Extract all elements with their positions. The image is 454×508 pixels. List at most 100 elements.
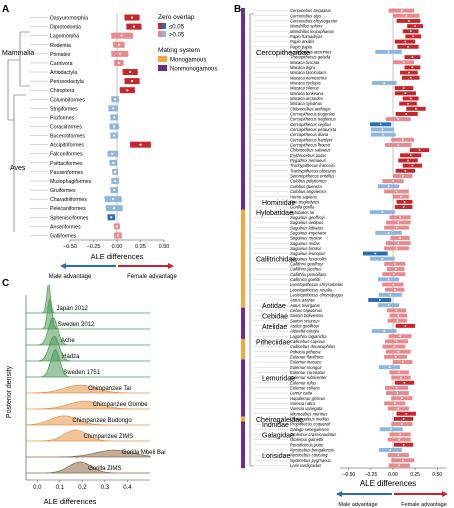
panel-a-mean-point: [111, 152, 114, 155]
panel-b-species-label: Chlorocebus aethiops: [290, 106, 331, 111]
panel-a-mean-point: [114, 170, 117, 173]
panel-b-mean-point: [395, 247, 398, 250]
density-curve-chimpanzee-zims: [26, 429, 150, 442]
panel-b-species-label: Papio hamadryas: [290, 34, 323, 39]
group-label-mammalia: Mammalia: [2, 50, 34, 57]
mating-system-bar-segment: [241, 405, 245, 412]
panel-b-mean-point: [398, 371, 401, 374]
mating-system-bar-segment: [241, 85, 245, 91]
mating-system-bar-segment: [241, 59, 245, 66]
panel-b-tick-label: 0.25: [410, 472, 420, 478]
panel-b-mean-point: [387, 51, 390, 53]
panel-b-species-label: Otolemur garnettii: [290, 437, 324, 442]
mating-system-bar-segment: [241, 421, 245, 427]
panel-b-mean-point: [395, 226, 398, 229]
mating-system-bar-segment: [241, 28, 245, 35]
panel-a-category-label: Falconiformes: [50, 152, 83, 158]
panel-b-species-label: Macaca nemestrina: [290, 75, 327, 80]
panel-b-species-label: Eulemur coronatus: [290, 370, 326, 375]
mating-system-bar-segment: [241, 230, 245, 236]
panel-b-mean-point: [402, 417, 405, 420]
panel-b-mean-point: [392, 345, 395, 348]
mating-system-bar-segment: [241, 75, 245, 81]
panel-b-mean-point: [397, 350, 400, 353]
mating-system-bar-segment: [241, 137, 245, 143]
panel-c-tick-label: 0.1: [56, 485, 65, 491]
family-label-indriidae: Indriidae: [262, 422, 289, 429]
family-label-callitrichidae: Callitrichidae: [256, 257, 296, 264]
panel-b-species-label: Cebus capucinus: [290, 308, 323, 313]
panel-a-mean-point: [114, 98, 117, 101]
mating-system-bar-segment: [241, 13, 245, 19]
panel-b-species-label: Homo sapiens: [290, 194, 318, 199]
mating-system-bar-segment: [241, 126, 245, 133]
panel-b-species-label: Callimico goeldii: [290, 277, 321, 282]
mating-system-bar-segment: [241, 173, 245, 179]
mating-system-bar-segment: [241, 209, 245, 215]
panel-b-mean-point: [400, 397, 403, 400]
female-arrow-a: [118, 263, 174, 269]
mating-system-bar-segment: [241, 312, 245, 319]
mating-system-bar-segment: [241, 245, 245, 252]
panel-a-category-label: Bucerotiformes: [50, 134, 85, 140]
mating-system-bar-segment: [241, 44, 245, 50]
panel-a-mean-point: [113, 207, 116, 210]
panel-b-species-label: Pithecia pithecia: [290, 349, 321, 354]
mating-system-bar-segment: [241, 457, 245, 464]
panel-a-mean-point: [114, 179, 117, 183]
mating-system-bar-segment: [241, 111, 245, 117]
panel-b-species-label: Papio papio: [290, 44, 313, 49]
mating-system-bar-segment: [241, 95, 245, 102]
panel-b-species-label: Varecia rubra: [290, 401, 316, 406]
panel-b-mean-point: [387, 231, 390, 234]
panel-b-species-label: Macaca silenus: [290, 86, 320, 91]
density-label-hadza: Hadza: [62, 354, 80, 360]
panel-a-category-label: Sphenisciformes: [50, 215, 89, 221]
legend-mating-title: Mating system: [158, 47, 200, 54]
panel-c-tick-label: 0.0: [33, 485, 42, 491]
panel-b-species-label: Pan troglodytes: [290, 199, 320, 204]
density-label-chimpanzee-gombe: Chimpanzee Gombe: [93, 402, 149, 408]
mating-system-bar-segment: [241, 395, 245, 402]
mating-system-bar-segment: [241, 416, 245, 422]
panel-b-species-label: Leontopithecus chrysopygus: [290, 292, 344, 297]
panel-b-species-label: Saguinus imperator: [290, 230, 327, 235]
mating-system-bar-segment: [241, 338, 245, 345]
panel-b-species-label: Theropithecus gelada: [290, 55, 331, 60]
family-label-hylobatidae: Hylobatidae: [256, 210, 293, 217]
panel-b-species-label: Macaca arctoides: [290, 96, 324, 101]
panel-b-mean-point: [401, 361, 404, 363]
panel-a-mean-point: [113, 188, 116, 192]
panel-b-mean-point: [394, 355, 397, 358]
mating-system-bar-segment: [241, 442, 245, 448]
mating-system-bar-segment: [241, 266, 245, 272]
panel-b-mean-point: [400, 423, 403, 425]
panel-b-mean-point: [418, 149, 421, 152]
density-curve-chimpanzee-gombe: [25, 400, 150, 410]
panel-b-species-label: Cercopithecus cephus: [290, 122, 332, 127]
mating-system-bar-segment: [241, 426, 245, 433]
legend-zero-overlap: Zero overlap ≤0.05 >0.05: [158, 14, 195, 39]
panel-a-mean-point: [112, 161, 115, 164]
panel-b-mean-point: [414, 25, 416, 27]
panel-a-mean-point: [112, 107, 115, 110]
panel-b-species-label: Erythrocebus patas: [290, 153, 327, 158]
panel-c-tick-label: 0.4: [123, 485, 132, 491]
panel-c-xlabel: ALE differences: [44, 497, 97, 506]
mating-system-bar-segment: [241, 64, 245, 71]
panel-a-tick-label: −0.50: [63, 244, 77, 250]
panel-a-mean-point: [126, 89, 129, 92]
panel-b-tick-label: −0.50: [343, 472, 356, 478]
mating-system-bar-segment: [241, 302, 245, 308]
female-advantage-label-a: Female advantage: [127, 274, 177, 280]
male-arrow-a: [60, 263, 116, 269]
density-label-ache: Ache: [61, 338, 75, 344]
density-label-japan-2012: Japan 2012: [57, 306, 89, 312]
panel-b-species-label: Lemur catta: [290, 391, 313, 396]
panel-b-species-label: Eulemur mongoz: [290, 365, 323, 370]
panel-b-mean-point: [407, 102, 409, 105]
panel-a-category-label: Perissodactyla: [50, 79, 84, 85]
panel-b-mean-point: [378, 299, 381, 301]
mating-system-bar-segment: [241, 447, 245, 453]
panel-a-mean-point: [116, 234, 120, 237]
